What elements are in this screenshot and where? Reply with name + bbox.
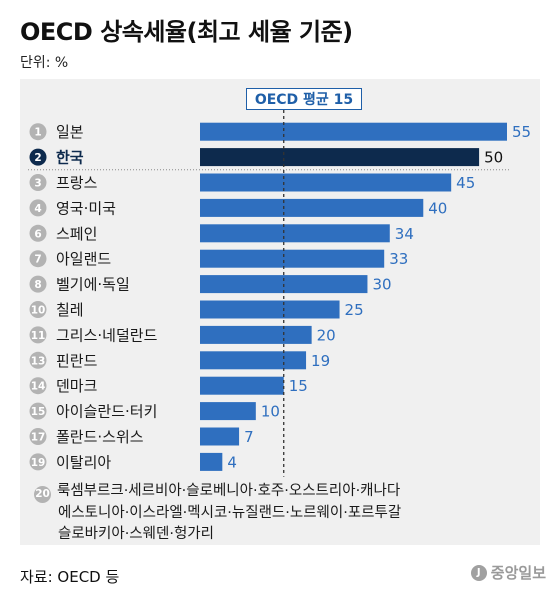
bar [200, 351, 307, 370]
value-label: 45 [456, 174, 475, 192]
rank-number: 14 [31, 381, 46, 393]
bar [200, 452, 223, 471]
footnote: 20 룩셈부르크·세르비아·슬로베니아·호주·오스트리아·캐나다 에스토니아·이스… [34, 481, 534, 545]
bar [200, 249, 385, 268]
category-label: 이탈리아 [56, 453, 111, 471]
category-label: 벨기에·독일 [56, 276, 130, 294]
category-label: 폴란드·스위스 [56, 428, 144, 446]
value-label: 19 [311, 352, 330, 370]
category-label: 한국 [56, 149, 84, 167]
footnote-line: 슬로바키아·스웨덴·헝가리 [34, 524, 534, 545]
logo-text: 중앙일보 [490, 564, 546, 582]
bar [200, 300, 340, 319]
average-label: OECD 평균 15 [246, 88, 362, 110]
category-label: 스페인 [56, 225, 97, 243]
footnote-line: 에스토니아·이스라엘·멕시코·뉴질랜드·노르웨이·포르투갈 [34, 503, 534, 524]
footnote-text: 슬로바키아·스웨덴·헝가리 [58, 526, 214, 542]
value-label: 10 [261, 403, 280, 421]
category-label: 영국·미국 [56, 199, 116, 217]
category-label: 일본 [56, 123, 84, 141]
bar [200, 122, 507, 141]
value-label: 25 [345, 301, 364, 319]
value-label: 33 [389, 250, 408, 268]
rank-badge [29, 275, 47, 293]
rank-badge: 20 [34, 486, 51, 503]
publisher-logo: J 중앙일보 [470, 562, 546, 583]
category-label: 아이슬란드·터키 [56, 403, 157, 421]
bar [200, 402, 256, 421]
bar [200, 224, 390, 243]
category-label: 핀란드 [56, 352, 98, 370]
rank-badge [29, 250, 47, 268]
footnote-text: 룩셈부르크·세르비아·슬로베니아·호주·오스트리아·캐나다 [57, 483, 401, 499]
bar [200, 173, 452, 192]
rank-number: 10 [31, 305, 46, 317]
rank-badge [29, 224, 47, 242]
rank-number: 13 [31, 355, 46, 367]
rank-badge [29, 402, 47, 420]
rank-badge [29, 148, 47, 166]
rank-number: 2 [34, 152, 41, 164]
value-label: 20 [317, 326, 336, 344]
rank-number: 6 [34, 228, 41, 240]
bar [200, 198, 424, 217]
rank-badge [29, 326, 47, 344]
bar [200, 376, 284, 395]
bar [200, 325, 312, 344]
rank-number: 15 [31, 406, 46, 418]
footnote-line: 20 룩셈부르크·세르비아·슬로베니아·호주·오스트리아·캐나다 [34, 481, 534, 503]
value-label: 50 [484, 149, 503, 167]
category-label: 덴마크 [56, 377, 97, 395]
source-note: 자료: OECD 등 [20, 568, 120, 586]
value-label: 4 [227, 453, 237, 471]
category-label: 그리스·네덜란드 [56, 326, 158, 344]
rank-number: 11 [31, 330, 46, 342]
category-label: 아일랜드 [56, 250, 111, 268]
rank-number: 19 [31, 457, 46, 469]
value-label: 34 [395, 225, 414, 243]
rank-badge [29, 199, 47, 217]
value-label: 15 [289, 377, 308, 395]
logo-icon: J [470, 564, 487, 581]
rank-badge [29, 123, 47, 141]
category-label: 프랑스 [56, 174, 98, 192]
rank-badge [29, 377, 47, 395]
rank-badge [29, 351, 47, 369]
value-label: 55 [512, 123, 531, 141]
rank-number: 4 [34, 203, 41, 215]
value-label: 7 [244, 428, 254, 446]
value-label: 40 [428, 199, 447, 217]
rank-number: 8 [34, 279, 41, 291]
rank-number: 1 [34, 127, 41, 139]
category-label: 칠레 [56, 301, 84, 319]
rank-badge [29, 301, 47, 318]
rank-badge [29, 174, 47, 191]
footnote-text: 에스토니아·이스라엘·멕시코·뉴질랜드·노르웨이·포르투갈 [58, 505, 402, 521]
chart-title: OECD 상속세율(최고 세율 기준) [20, 18, 353, 46]
rank-badge [29, 453, 47, 471]
bar [200, 148, 480, 167]
rank-number: 17 [31, 432, 46, 444]
rank-number: 7 [34, 254, 41, 266]
rank-badge [29, 428, 47, 445]
unit-label: 단위: % [20, 55, 69, 71]
rank-number: 3 [34, 178, 41, 190]
bar [200, 427, 240, 446]
value-label: 30 [372, 276, 391, 294]
